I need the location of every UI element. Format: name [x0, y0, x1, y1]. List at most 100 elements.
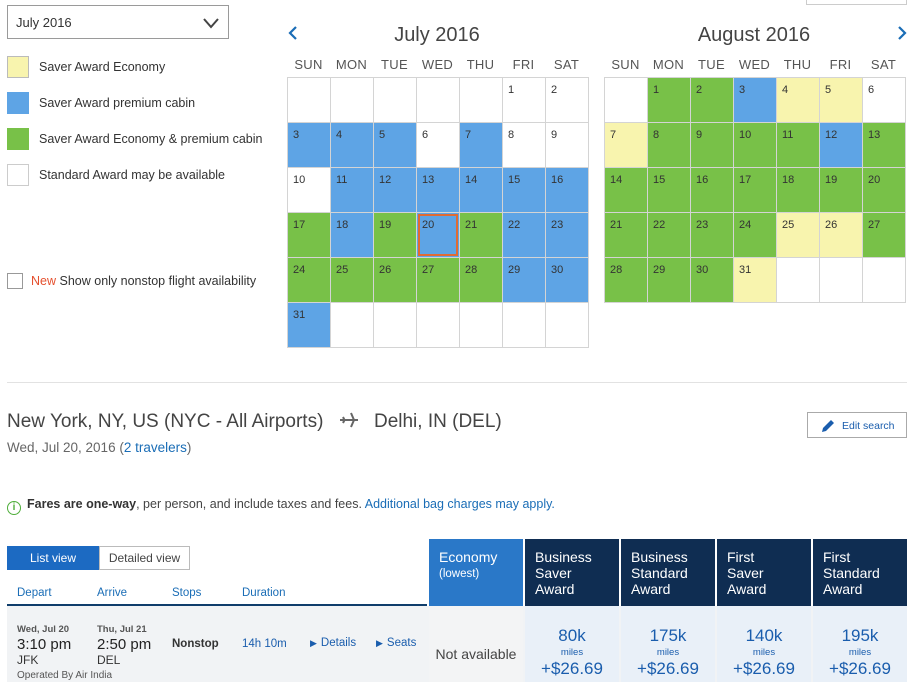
calendar-day[interactable]: 26: [374, 258, 417, 303]
calendar-day[interactable]: 6: [863, 78, 906, 123]
calendar-day[interactable]: 24: [288, 258, 331, 303]
calendar-day[interactable]: 10: [288, 168, 331, 213]
nonstop-checkbox[interactable]: [7, 273, 23, 289]
calendar-day[interactable]: 28: [460, 258, 503, 303]
col-duration[interactable]: Duration: [242, 587, 286, 599]
calendar-day[interactable]: 11: [777, 123, 820, 168]
calendar-day[interactable]: 9: [546, 123, 589, 168]
calendar-day[interactable]: 15: [503, 168, 546, 213]
month-select[interactable]: July 2016: [7, 5, 229, 39]
route-heading: New York, NY, US (NYC - All Airports) De…: [7, 411, 502, 433]
calendar-day[interactable]: 25: [331, 258, 374, 303]
prev-month-icon[interactable]: [286, 26, 300, 40]
calendar-day[interactable]: 2: [546, 78, 589, 123]
calendar-day[interactable]: 28: [605, 258, 648, 303]
calendar-day[interactable]: 6: [417, 123, 460, 168]
calendar-day[interactable]: 18: [777, 168, 820, 213]
calendar-day[interactable]: 12: [820, 123, 863, 168]
legend-label: Saver Award premium cabin: [39, 96, 196, 110]
calendar-day[interactable]: 17: [734, 168, 777, 213]
calendar-day[interactable]: 29: [503, 258, 546, 303]
calendar-day[interactable]: 1: [648, 78, 691, 123]
calendar-day[interactable]: 12: [374, 168, 417, 213]
col-stops[interactable]: Stops: [172, 587, 202, 599]
calendar-day[interactable]: 27: [417, 258, 460, 303]
calendar-day[interactable]: 27: [863, 213, 906, 258]
col-depart[interactable]: Depart: [17, 587, 52, 599]
calendar-day[interactable]: 22: [648, 213, 691, 258]
travelers-link[interactable]: 2 travelers: [123, 440, 187, 455]
calendar-day[interactable]: 21: [605, 213, 648, 258]
calendar-day[interactable]: 20: [863, 168, 906, 213]
calendar-day[interactable]: 8: [648, 123, 691, 168]
seats-link[interactable]: ▶ Seats: [376, 637, 416, 649]
calendar-day[interactable]: 16: [691, 168, 734, 213]
calendar-day-number: 12: [379, 174, 392, 186]
calendar-day[interactable]: 19: [820, 168, 863, 213]
calendar-day[interactable]: 18: [331, 213, 374, 258]
calendar-day[interactable]: 13: [417, 168, 460, 213]
calendar-day[interactable]: 21: [460, 213, 503, 258]
fare-header-first-standard[interactable]: First Standard Award: [813, 539, 907, 606]
fare-tax: +$26.69: [829, 659, 891, 678]
calendar-day[interactable]: 7: [460, 123, 503, 168]
calendar-day[interactable]: 24: [734, 213, 777, 258]
calendar-day[interactable]: 7: [605, 123, 648, 168]
fare-cell-business-standard[interactable]: 175k miles +$26.69: [621, 606, 715, 682]
calendar-empty-cell: [331, 78, 374, 123]
calendar-day[interactable]: 3: [734, 78, 777, 123]
calendar-day[interactable]: 23: [546, 213, 589, 258]
calendar-day[interactable]: 19: [374, 213, 417, 258]
calendar-day[interactable]: 4: [777, 78, 820, 123]
calendar-day[interactable]: 9: [691, 123, 734, 168]
calendar-day[interactable]: 2: [691, 78, 734, 123]
calendar-day[interactable]: 30: [691, 258, 734, 303]
calendar-day-number: 1: [653, 84, 660, 96]
calendar-day[interactable]: 25: [777, 213, 820, 258]
fare-header-business-saver[interactable]: Business Saver Award: [525, 539, 619, 606]
calendar-day[interactable]: 15: [648, 168, 691, 213]
calendar-day[interactable]: 23: [691, 213, 734, 258]
edit-search-button[interactable]: Edit search: [807, 412, 907, 438]
calendar-day[interactable]: 4: [331, 123, 374, 168]
calendar-day[interactable]: 13: [863, 123, 906, 168]
col-arrive[interactable]: Arrive: [97, 587, 128, 599]
fare-header-title: Economy: [439, 549, 498, 565]
calendar-day[interactable]: 14: [460, 168, 503, 213]
calendar-day[interactable]: 1: [503, 78, 546, 123]
calendar-day[interactable]: 20: [417, 213, 460, 258]
calendar-day[interactable]: 3: [288, 123, 331, 168]
calendar-day[interactable]: 16: [546, 168, 589, 213]
calendar-day[interactable]: 11: [331, 168, 374, 213]
fare-miles-unit: miles: [752, 647, 776, 658]
calendar-day[interactable]: 5: [820, 78, 863, 123]
calendar-day[interactable]: 31: [734, 258, 777, 303]
calendar-day-number: 20: [868, 174, 881, 186]
tab-detailed-view[interactable]: Detailed view: [99, 546, 190, 570]
calendar-day[interactable]: 31: [288, 303, 331, 348]
calendar-day[interactable]: 30: [546, 258, 589, 303]
fare-header-economy[interactable]: Economy (lowest): [429, 539, 523, 606]
plane-icon: [339, 412, 358, 428]
calendar-day[interactable]: 17: [288, 213, 331, 258]
calendar-day[interactable]: 22: [503, 213, 546, 258]
calendar-day[interactable]: 26: [820, 213, 863, 258]
fare-cell-first-saver[interactable]: 140k miles +$26.69: [717, 606, 811, 682]
calendar-day[interactable]: 29: [648, 258, 691, 303]
calendar-day[interactable]: 8: [503, 123, 546, 168]
calendar-day[interactable]: 14: [605, 168, 648, 213]
fare-header-business-standard[interactable]: Business Standard Award: [621, 539, 715, 606]
calendar-day[interactable]: 10: [734, 123, 777, 168]
bag-charges-link[interactable]: Additional bag charges may apply.: [364, 497, 555, 511]
fare-header-sub: (lowest): [439, 568, 480, 580]
fare-cell-business-saver[interactable]: 80k miles +$26.69: [525, 606, 619, 682]
calendar-day-number: 4: [782, 84, 789, 96]
top-button-edge[interactable]: [806, 0, 907, 5]
tab-list-view[interactable]: List view: [7, 546, 99, 570]
next-month-icon[interactable]: [895, 26, 909, 40]
fare-header-first-saver[interactable]: First Saver Award: [717, 539, 811, 606]
calendar-day[interactable]: 5: [374, 123, 417, 168]
weekday-label: MON: [652, 57, 685, 72]
fare-cell-first-standard[interactable]: 195k miles +$26.69: [813, 606, 907, 682]
details-link[interactable]: ▶ Details: [310, 637, 356, 649]
